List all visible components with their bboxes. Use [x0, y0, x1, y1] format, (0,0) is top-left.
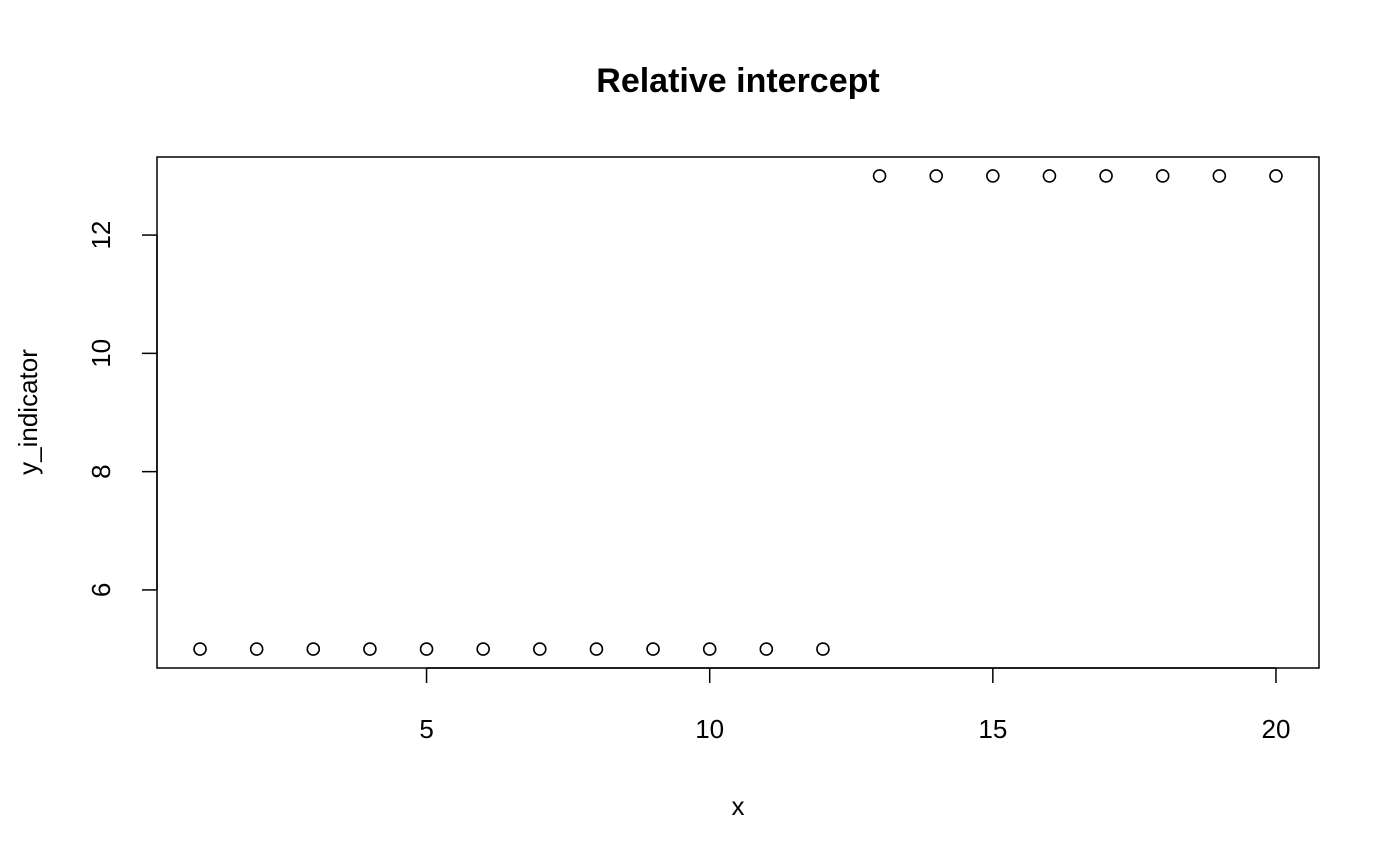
x-axis-label: x [732, 791, 745, 821]
data-point [249, 642, 264, 656]
data-point [193, 642, 207, 656]
x-tick-label: 5 [419, 714, 433, 744]
y-axis-label: y_indicator [13, 349, 43, 475]
chart-title: Relative intercept [596, 62, 879, 100]
data-point [872, 169, 887, 183]
data-points [193, 169, 1283, 656]
data-point [533, 642, 547, 656]
y-tick-label: 12 [86, 221, 116, 250]
data-point [1099, 169, 1113, 183]
data-point [1212, 169, 1227, 183]
data-point [816, 642, 830, 656]
data-point [929, 169, 943, 183]
data-point [1155, 169, 1170, 183]
data-point [589, 642, 604, 656]
y-tick-label: 8 [86, 464, 116, 478]
data-point [759, 642, 774, 656]
plot-area-frame [156, 156, 1320, 669]
data-point [476, 642, 490, 656]
y-axis: 6 8 10 12 [86, 221, 158, 597]
data-point [363, 642, 377, 656]
data-point [419, 642, 434, 656]
data-point [646, 642, 660, 656]
x-tick-label: 20 [1262, 714, 1291, 744]
data-point [306, 642, 321, 656]
data-point [702, 642, 717, 656]
y-tick-label: 10 [86, 339, 116, 368]
y-tick-label: 6 [86, 583, 116, 597]
data-point [986, 169, 1000, 183]
data-point [1269, 169, 1283, 183]
data-point [1042, 169, 1057, 183]
x-tick-label: 10 [695, 714, 724, 744]
x-axis: 5 10 15 20 [419, 667, 1291, 744]
x-tick-label: 15 [978, 714, 1007, 744]
